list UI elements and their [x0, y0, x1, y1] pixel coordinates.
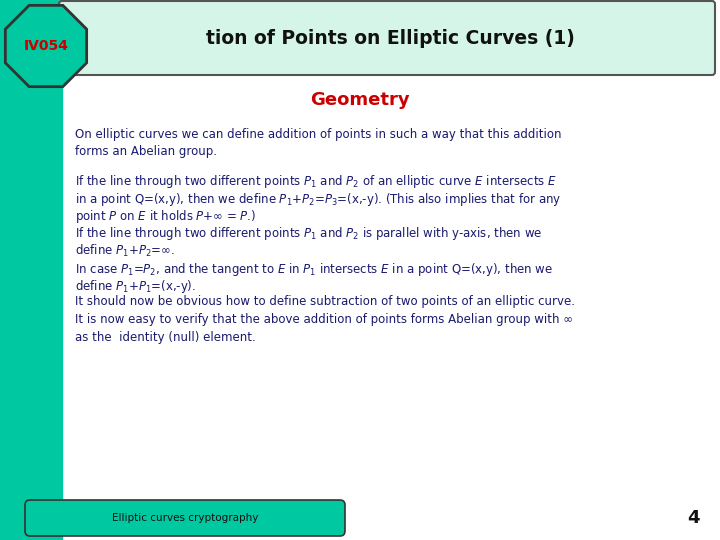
Text: On elliptic curves we can define addition of points in such a way that this addi: On elliptic curves we can define additio…	[75, 128, 562, 141]
FancyBboxPatch shape	[25, 500, 345, 536]
Text: tion of Points on Elliptic Curves (1): tion of Points on Elliptic Curves (1)	[206, 29, 575, 48]
Text: define $P_1$+$P_1$=(x,-y).: define $P_1$+$P_1$=(x,-y).	[75, 278, 196, 295]
Text: It should now be obvious how to define subtraction of two points of an elliptic : It should now be obvious how to define s…	[75, 295, 575, 308]
Text: Geometry: Geometry	[310, 91, 410, 109]
Text: point $P$ on $E$ it holds $P$+∞ = $P$.): point $P$ on $E$ it holds $P$+∞ = $P$.)	[75, 208, 256, 225]
Text: Elliptic curves cryptography: Elliptic curves cryptography	[112, 513, 258, 523]
Text: 4: 4	[688, 509, 700, 527]
Text: in a point Q=(x,y), then we define $P_1$+$P_2$=$P_3$=(x,-y). (This also implies : in a point Q=(x,y), then we define $P_1$…	[75, 191, 562, 207]
Text: define $P_1$+$P_2$=∞.: define $P_1$+$P_2$=∞.	[75, 243, 175, 259]
Polygon shape	[5, 5, 86, 86]
Bar	[0, 0, 62, 540]
FancyBboxPatch shape	[59, 1, 715, 75]
Text: In case $P_1$=$P_2$, and the tangent to $E$ in $P_1$ intersects $E$ in a point Q: In case $P_1$=$P_2$, and the tangent to …	[75, 260, 553, 278]
Text: forms an Abelian group.: forms an Abelian group.	[75, 145, 217, 159]
Text: If the line through two different points $P_1$ and $P_2$ is parallel with y-axis: If the line through two different points…	[75, 226, 542, 242]
Text: IV054: IV054	[24, 39, 68, 53]
Text: as the  identity (null) element.: as the identity (null) element.	[75, 330, 256, 343]
Text: It is now easy to verify that the above addition of points forms Abelian group w: It is now easy to verify that the above …	[75, 313, 573, 326]
Text: If the line through two different points $P_1$ and $P_2$ of an elliptic curve $E: If the line through two different points…	[75, 173, 557, 190]
